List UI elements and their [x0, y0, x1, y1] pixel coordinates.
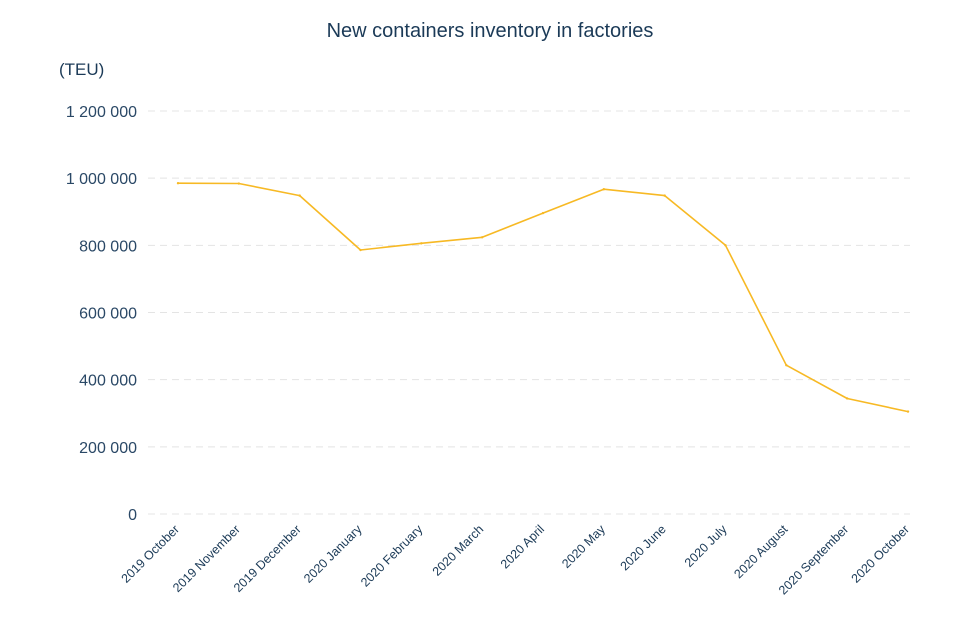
data-point: [298, 194, 301, 197]
y-tick-label: 0: [128, 507, 137, 524]
data-point: [785, 364, 788, 367]
y-tick-label: 200 000: [79, 440, 137, 457]
x-tick-label: 2020 July: [682, 522, 730, 570]
x-tick-label: 2020 May: [559, 522, 608, 571]
data-point: [663, 194, 666, 197]
x-tick-label: 2020 June: [618, 522, 669, 573]
y-tick-label: 600 000: [79, 306, 137, 323]
chart-title: New containers inventory in factories: [326, 20, 654, 42]
data-point: [906, 410, 910, 413]
data-point: [602, 188, 606, 191]
x-tick-label: 2019 October: [119, 522, 182, 585]
x-tick-label: 2020 March: [430, 522, 487, 579]
data-point: [724, 244, 727, 247]
y-unit-label: (TEU): [59, 60, 105, 79]
data-point: [541, 211, 545, 215]
data-point: [420, 242, 423, 245]
series-line: [177, 182, 909, 413]
x-tick-label: 2020 February: [358, 522, 426, 590]
y-tick-label: 1 200 000: [66, 104, 137, 121]
x-tick-label: 2020 August: [731, 522, 790, 581]
data-point: [176, 182, 180, 185]
data-point: [845, 397, 849, 400]
data-point: [237, 182, 241, 185]
y-tick-label: 400 000: [79, 373, 137, 390]
y-tick-label: 800 000: [79, 238, 137, 255]
x-tick-label: 2020 January: [301, 522, 365, 586]
data-point: [359, 248, 362, 252]
y-tick-label: 1 000 000: [66, 171, 137, 188]
data-point: [480, 236, 484, 239]
x-tick-label: 2020 April: [498, 522, 547, 571]
x-tick-label: 2020 October: [849, 522, 912, 585]
